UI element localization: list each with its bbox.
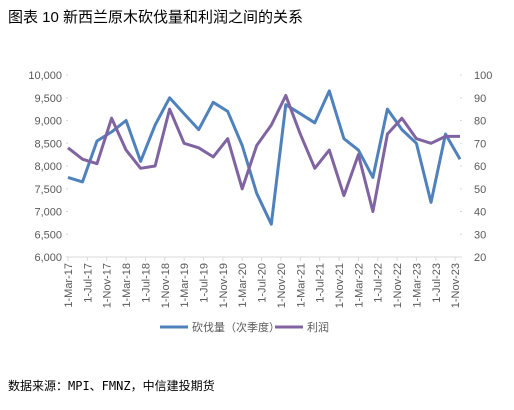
y2-tick-label: 30 (474, 229, 486, 241)
y-tick-label: 7,500 (34, 184, 62, 196)
y2-tick-label: 70 (474, 138, 486, 150)
y-tick-label: 6,000 (34, 252, 62, 264)
x-tick-label: 1-Nov-22 (392, 263, 404, 308)
x-tick-label: 1-Jul-23 (431, 263, 443, 303)
legend-label: 砍伐量（次季度） (192, 320, 280, 334)
y-tick-label: 10,000 (28, 70, 62, 82)
x-tick-label: 1-Mar-22 (353, 263, 365, 308)
y2-tick-label: 40 (474, 207, 486, 219)
x-tick-label: 1-Mar-19 (179, 263, 191, 308)
x-tick-label: 1-Nov-18 (160, 263, 172, 308)
chart-title: 图表 10 新西兰原木砍伐量和利润之间的关系 (8, 9, 303, 26)
x-tick-label: 1-Nov-21 (334, 263, 346, 308)
x-tick-label: 1-Mar-23 (411, 263, 423, 308)
x-tick-label: 1-Jul-17 (82, 263, 94, 303)
x-tick-label: 1-Mar-21 (295, 263, 307, 308)
x-tick-label: 1-Mar-18 (121, 263, 133, 308)
y-tick-label: 8,000 (34, 161, 62, 173)
x-tick-label: 1-Nov-20 (276, 263, 288, 308)
x-tick-label: 1-Nov-23 (450, 263, 462, 308)
x-tick-label: 1-Mar-17 (63, 263, 75, 308)
series-line (67, 94, 460, 213)
x-tick-label: 1-Jul-18 (140, 263, 152, 303)
y-tick-label: 9,500 (34, 93, 62, 105)
x-tick-label: 1-Mar-20 (237, 263, 249, 308)
series-line (67, 89, 462, 226)
source: 数据来源：MPI、FMNZ，中信建投期货 (8, 378, 215, 393)
legend-label: 利润 (307, 320, 329, 334)
x-tick-label: 1-Jul-22 (373, 263, 385, 303)
y2-tick-label: 50 (474, 184, 486, 196)
y-tick-label: 6,500 (34, 229, 62, 241)
y-tick-label: 8,500 (34, 138, 62, 150)
x-tick-label: 1-Nov-17 (102, 263, 114, 308)
x-tick-label: 1-Jul-21 (315, 263, 327, 303)
x-tick-label: 1-Jul-19 (199, 263, 211, 303)
y2-tick-label: 90 (474, 93, 486, 105)
y-tick-label: 7,000 (34, 207, 62, 219)
x-tick-label: 1-Nov-19 (218, 263, 230, 308)
y2-tick-label: 80 (474, 116, 486, 128)
y2-tick-label: 60 (474, 161, 486, 173)
y2-tick-label: 20 (474, 252, 486, 264)
x-tick-label: 1-Jul-20 (257, 263, 269, 303)
y-tick-label: 9,000 (34, 116, 62, 128)
y2-tick-label: 100 (474, 70, 492, 82)
